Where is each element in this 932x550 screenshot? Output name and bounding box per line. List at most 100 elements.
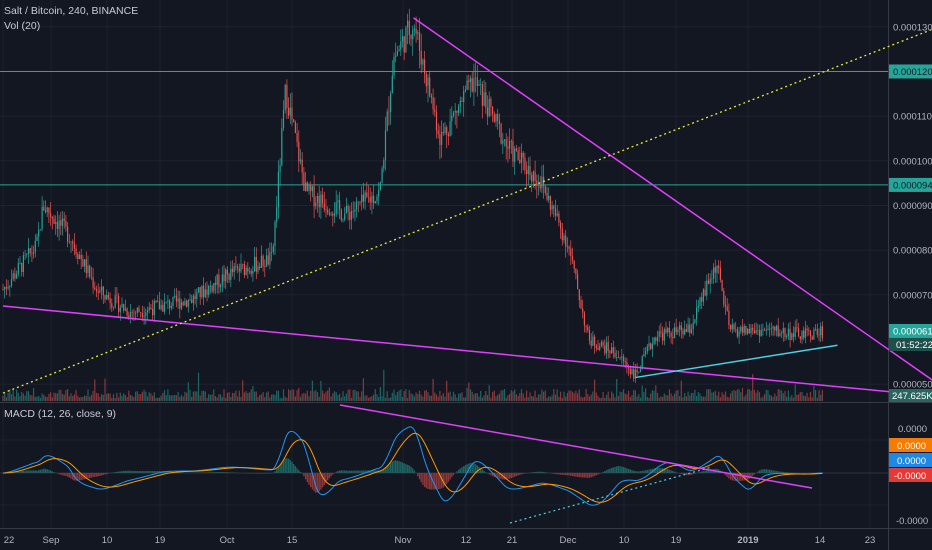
macd-histogram-bar: [75, 473, 77, 481]
volume-bar: [325, 391, 327, 401]
candle-body: [524, 157, 526, 171]
candle-body: [765, 329, 767, 331]
volume-bar: [745, 394, 747, 401]
candle-body: [44, 210, 47, 212]
candle-body: [636, 369, 638, 373]
volume-bars: [2, 369, 823, 401]
macd-histogram-bar: [143, 471, 145, 473]
macd-histogram-bar: [576, 473, 579, 477]
time-tick-label: 23: [865, 535, 876, 546]
volume-bar: [631, 394, 633, 401]
volume-bar: [711, 392, 713, 401]
macd-histogram-bar: [46, 469, 48, 473]
time-tick-label: Dec: [560, 535, 577, 546]
candle-body: [529, 166, 531, 175]
candle-body: [789, 328, 791, 340]
macd-histogram-bar: [685, 473, 688, 476]
level-price-badge: [889, 177, 932, 192]
chart-title[interactable]: Salt / Bitcoin, 240, BINANCE: [4, 5, 139, 17]
candle-body: [345, 205, 347, 214]
candle-body: [719, 268, 721, 280]
volume-bar: [599, 397, 601, 401]
macd-histogram-bar: [362, 470, 365, 473]
volume-bar: [454, 394, 456, 401]
candle-body: [133, 312, 135, 314]
candle-body: [651, 343, 653, 350]
volume-indicator-label[interactable]: Vol (20): [4, 20, 41, 32]
macd-histogram-bar: [383, 468, 385, 473]
macd-indicator-label[interactable]: MACD (12, 26, close, 9): [4, 408, 117, 420]
time-tick-label: 12: [461, 535, 472, 546]
volume-bar: [356, 391, 358, 401]
candle-body: [753, 330, 755, 334]
macd-histogram-bar: [327, 473, 329, 481]
volume-badge-text: 247.625K: [892, 391, 932, 402]
macd-histogram-bar: [471, 462, 473, 473]
candle-body: [107, 294, 109, 299]
volume-bar: [594, 379, 596, 401]
volume-bar: [153, 392, 155, 401]
candle-body: [558, 213, 560, 223]
candle-body: [211, 285, 213, 292]
macd-histogram-bar: [262, 473, 264, 474]
candle-body: [469, 78, 472, 83]
candle-body: [685, 329, 687, 332]
volume-bar: [446, 380, 448, 401]
volume-bar: [390, 397, 392, 401]
macd-histogram-bar: [641, 470, 643, 473]
macd-histogram-bar: [117, 471, 120, 473]
candle-body: [403, 36, 405, 53]
volume-bar: [24, 395, 26, 401]
volume-bar: [514, 389, 516, 401]
candle-body: [721, 279, 723, 291]
candle-body: [75, 248, 77, 254]
volume-bar: [262, 392, 264, 401]
candle-body: [374, 201, 376, 204]
macd-histogram-bar: [503, 473, 506, 480]
time-axis: 22 Sep 10 19 Oct 15 Nov 12 21 Dec 10 19 2019 14 23: [4, 535, 876, 546]
candle-body: [29, 248, 31, 254]
volume-bar: [359, 396, 361, 401]
trendline-descending-resistance: [413, 17, 932, 381]
volume-bar: [639, 397, 642, 401]
candle-body: [272, 245, 274, 253]
candle-body: [17, 263, 19, 275]
candle-body: [337, 200, 339, 203]
macd-histogram-bar: [321, 473, 324, 488]
volume-bar: [789, 397, 791, 401]
volume-bar: [89, 396, 91, 401]
macd-histogram-bar: [726, 473, 728, 477]
volume-bar: [437, 396, 439, 401]
macd-histogram-bar: [651, 468, 654, 473]
candle-body: [339, 200, 341, 210]
macd-histogram-bar: [772, 470, 774, 473]
candle-body: [760, 329, 762, 337]
candle-body: [437, 130, 439, 135]
volume-bar: [799, 392, 801, 401]
candle-body: [213, 282, 215, 292]
volume-bar: [10, 394, 13, 401]
candle-body: [257, 266, 259, 272]
volume-bar: [303, 392, 305, 401]
volume-bar: [65, 390, 67, 401]
volume-bar: [366, 395, 368, 401]
candle-body: [563, 235, 565, 241]
candle-body: [629, 368, 631, 375]
macd-histogram-bar: [723, 473, 725, 474]
candle-body: [364, 192, 366, 202]
macd-histogram-bar: [158, 470, 161, 473]
candle-body: [7, 287, 9, 289]
volume-bar: [696, 395, 698, 401]
macd-histogram-bar: [542, 471, 545, 473]
macd-histogram-bar: [92, 473, 94, 478]
candle-body: [39, 229, 41, 231]
volume-bar: [757, 390, 759, 401]
volume-bar: [447, 392, 449, 401]
macd-histogram-bar: [124, 470, 127, 473]
macd-histogram-bar: [752, 473, 754, 476]
volume-bar: [519, 393, 521, 401]
volume-bar: [221, 397, 223, 401]
candle-body: [247, 267, 249, 272]
candle-body: [446, 127, 448, 135]
